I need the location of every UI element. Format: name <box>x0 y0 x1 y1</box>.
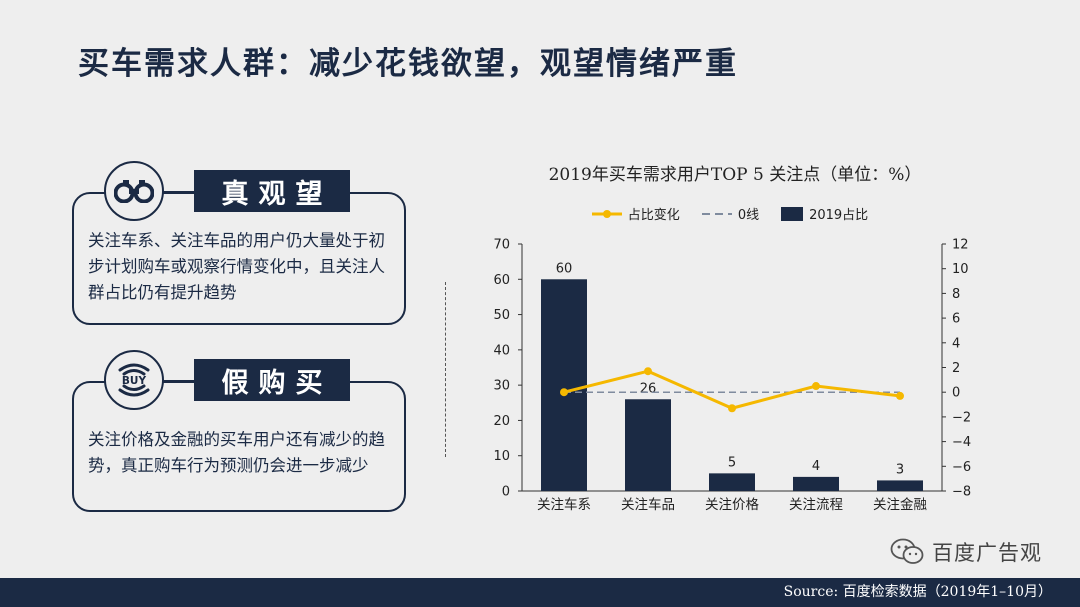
x-tick-label: 关注价格 <box>705 497 759 513</box>
change-point-4 <box>812 382 820 391</box>
card-label: 假购买 <box>194 359 350 401</box>
bar-3 <box>709 473 755 491</box>
x-tick-label: 关注流程 <box>789 497 843 513</box>
legend-item-change: 占比变化 <box>591 204 680 223</box>
y-left-tick-label: 0 <box>502 485 510 500</box>
y-right-tick-label: 12 <box>952 238 969 253</box>
y-left-tick-label: 50 <box>493 308 510 323</box>
chart-title: 2019年买车需求用户TOP 5 关注点（单位：%） <box>548 165 922 185</box>
legend-label: 0线 <box>737 208 760 223</box>
x-tick-label: 关注车品 <box>621 496 675 513</box>
bar-5 <box>877 480 923 491</box>
y-left-tick-label: 20 <box>493 414 510 429</box>
watermark-text: 百度广告观 <box>932 541 1042 565</box>
icon-buy-text: BUY <box>122 375 147 387</box>
change-line <box>563 369 901 410</box>
y-right-tick-label: −4 <box>952 435 971 450</box>
y-left-tick-label: 70 <box>493 238 510 253</box>
wechat-icon <box>890 538 924 564</box>
y-right-tick-label: −6 <box>952 460 971 475</box>
bar-data-label: 3 <box>896 462 904 477</box>
y-right-tick-label: 10 <box>952 262 969 277</box>
card-true-waiting: 关注车系、关注车品的用户仍大量处于初步计划购车或观察行情变化中，且关注人群占比仍… <box>72 192 406 325</box>
y-left-tick-label: 30 <box>493 379 510 394</box>
bar-data-label: 26 <box>640 381 657 396</box>
x-tick-label: 关注车系 <box>537 496 591 513</box>
binoculars-icon <box>104 161 164 221</box>
y-right-tick-label: 2 <box>952 361 960 376</box>
y-left-tick-label: 40 <box>493 343 510 358</box>
y-right-tick-label: 4 <box>952 336 960 351</box>
connector-line <box>160 191 195 194</box>
legend-item-zero-line: 0线 <box>701 204 760 223</box>
legend-item-share: 2019占比 <box>781 204 868 223</box>
source-footer: Source: 百度检索数据（2019年1–10月） <box>0 578 1080 607</box>
buy-wave-icon: BUY <box>104 350 164 410</box>
bar-data-label: 4 <box>812 459 820 474</box>
y-right-tick-label: −2 <box>952 410 971 425</box>
change-point-1 <box>560 388 568 397</box>
y-right-tick-label: −8 <box>952 485 971 500</box>
bar-data-label: 60 <box>556 261 573 276</box>
x-tick-label: 关注金融 <box>873 497 927 513</box>
change-point-2 <box>644 367 652 376</box>
card-label: 真观望 <box>194 170 350 212</box>
card-text: 关注价格及金融的买车用户还有减少的趋势，真正购车行为预测仍会进一步减少 <box>88 430 385 475</box>
y-right-tick-label: 6 <box>952 312 960 327</box>
change-point-3 <box>728 404 736 413</box>
y-left-tick-label: 60 <box>493 273 510 288</box>
y-right-tick-label: 8 <box>952 287 960 302</box>
legend-label: 占比变化 <box>627 208 680 223</box>
card-text: 关注车系、关注车品的用户仍大量处于初步计划购车或观察行情变化中，且关注人群占比仍… <box>88 231 385 302</box>
change-point-5 <box>896 391 904 400</box>
chart-legend: 占比变化 0线 2019占比 <box>520 204 940 223</box>
divider <box>445 282 446 457</box>
watermark: 百度广告观 <box>890 537 1042 567</box>
legend-label: 2019占比 <box>809 208 869 223</box>
connector-line <box>160 380 195 383</box>
page-title: 买车需求人群：减少花钱欲望，观望情绪严重 <box>78 46 738 82</box>
y-left-tick-label: 10 <box>493 449 510 464</box>
y-right-tick-label: 0 <box>952 386 960 401</box>
bar-4 <box>793 476 839 491</box>
bar-1 <box>541 279 587 491</box>
chart-plot: 0 10 20 30 40 50 60 70 −8 −6 −4 −2 0 2 4 6 8 10 12 60 26 5 4 3 关… <box>493 238 971 514</box>
bar-data-label: 5 <box>728 455 736 470</box>
bar-2 <box>625 399 671 491</box>
